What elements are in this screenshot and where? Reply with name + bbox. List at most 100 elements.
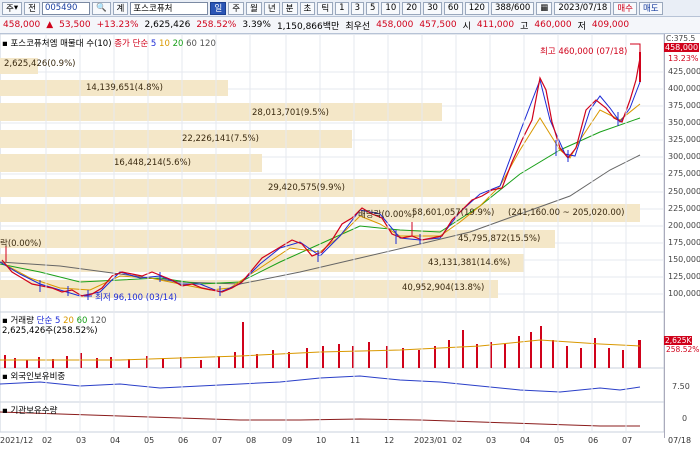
mode-button[interactable]: 계 — [112, 1, 129, 15]
period-week[interactable]: 주 — [228, 1, 245, 15]
best-ask: 458,000 — [376, 20, 414, 30]
stock-chart[interactable] — [0, 34, 700, 450]
legend-ma-10: 10 — [159, 39, 170, 49]
left-mark-label: 락(0.00%) — [0, 239, 42, 249]
legend-sub: 매물대 수(10) — [60, 39, 112, 49]
vp-label-6: 58,601,057(19.9%) — [412, 208, 495, 218]
period-minute[interactable]: 분 — [281, 1, 298, 15]
volume-panel-title: ▪ 거래량 단순 5 20 60 120 — [2, 314, 106, 326]
foreign-axis-tick: 7.50 — [672, 382, 690, 391]
x-tick-12: 2023/01 — [414, 436, 448, 445]
volume-value: 2,625,426주(258.52%) — [2, 326, 98, 336]
volume-ma-5: 5 — [54, 316, 61, 326]
axis-top-label: C:375.5 — [666, 34, 696, 43]
chart-legend: ▪ 포스코퓨처엠 매물대 수(10) 종가 단순 5 10 20 60 120 — [2, 37, 216, 49]
foreign-box-icon: ▪ — [2, 372, 8, 382]
vp-label-2: 28,013,701(9.5%) — [252, 108, 329, 118]
calendar-icon[interactable]: ▦ — [536, 1, 553, 15]
interval-3[interactable]: 3 — [350, 1, 364, 15]
x-tick-16: 05 — [554, 436, 565, 445]
x-tick-1: 02 — [42, 436, 53, 445]
prev-button[interactable]: 전 — [24, 1, 40, 15]
interval-30[interactable]: 30 — [423, 1, 442, 15]
vp-bar-7 — [0, 230, 555, 248]
vp-label-0: 2,625,426(0.9%) — [4, 59, 76, 69]
search-icon[interactable]: 🔍 — [91, 1, 111, 15]
x-tick-7: 08 — [246, 436, 257, 445]
high-price: 460,000 — [534, 20, 572, 30]
change-percent: +13.23% — [96, 20, 139, 30]
type-select[interactable]: 주 ▾ — [2, 1, 23, 15]
period-month[interactable]: 월 — [246, 1, 262, 15]
sell-button[interactable]: 매도 — [638, 1, 663, 15]
volume-ma-line — [0, 339, 641, 361]
low-price: 409,000 — [591, 20, 630, 30]
best-ask-label: 최우선 — [345, 21, 371, 32]
turnover-percent: 3.39% — [242, 20, 271, 30]
price-axis — [664, 34, 700, 438]
ma-120-line — [0, 154, 641, 285]
volume-bars — [4, 322, 641, 368]
vp-label-8: 43,131,381(14.6%) — [428, 258, 511, 268]
x-tick-0: 2021/12 — [0, 436, 34, 445]
interval-60[interactable]: 60 — [443, 1, 463, 15]
x-tick-15: 04 — [520, 436, 531, 445]
interval-1[interactable]: 1 — [335, 1, 349, 15]
open-label: 시 — [462, 21, 471, 32]
foreign-panel-title: ▪ 외국인보유비중 — [2, 370, 65, 382]
date-field[interactable]: 2023/07/18 — [554, 1, 612, 15]
vp-label-4: 16,448,214(5.6%) — [114, 158, 191, 168]
interval-10[interactable]: 10 — [381, 1, 401, 15]
vp-label-3: 22,226,141(7.5%) — [182, 134, 259, 144]
x-tick-10: 11 — [350, 436, 361, 445]
high-label: 최고 460,000 (07/18) — [540, 47, 628, 57]
high-arrow-icon — [630, 43, 641, 52]
axis-tick-10: 175,000 — [668, 238, 700, 247]
volume-title: 거래량 — [10, 316, 34, 326]
open-price: 411,000 — [476, 20, 515, 30]
x-tick-19: 07/18 — [668, 436, 692, 445]
period-day[interactable]: 일 — [210, 1, 227, 15]
buy-button[interactable]: 매수 — [613, 1, 637, 15]
vp-bar-0 — [0, 58, 38, 74]
x-tick-17: 06 — [588, 436, 599, 445]
inst-title: 기관보유수량 — [10, 406, 58, 416]
axis-tick-0: 425,000 — [668, 67, 700, 76]
axis-tick-7: 250,000 — [668, 187, 700, 196]
x-tick-2: 03 — [76, 436, 87, 445]
axis-tick-11: 150,000 — [668, 255, 700, 264]
dividend-label: 배당락(0.00%) — [358, 210, 416, 220]
interval-5[interactable]: 5 — [366, 1, 380, 15]
interval-120[interactable]: 120 — [464, 1, 489, 15]
count-field[interactable]: 388/600 — [490, 1, 535, 15]
legend-ma-label: 종가 단순 — [114, 39, 149, 49]
inst-box-icon: ▪ — [2, 406, 8, 416]
quote-bar: 458,000 ▲ 53,500 +13.23% 2,625,426 258.5… — [0, 17, 700, 34]
legend-ma-20: 20 — [172, 39, 184, 49]
volume-profile — [0, 58, 640, 298]
period-year[interactable]: 년 — [263, 1, 280, 15]
current-price: 458,000 — [3, 20, 41, 30]
period-second[interactable]: 초 — [299, 1, 316, 15]
foreign-ratio-line — [0, 375, 641, 393]
axis-tick-5: 300,000 — [668, 152, 700, 161]
period-tick[interactable]: 틱 — [317, 1, 334, 15]
interval-20[interactable]: 20 — [402, 1, 422, 15]
volume-value: 2,625,426 — [144, 20, 191, 30]
vp-bar-3 — [0, 130, 352, 148]
x-tick-5: 06 — [178, 436, 189, 445]
axis-tick-2: 375,000 — [668, 101, 700, 110]
volume-box-icon: ▪ — [2, 316, 8, 326]
inst-axis-tick: 0 — [682, 414, 688, 423]
x-tick-9: 10 — [316, 436, 327, 445]
legend-ma-60: 60 — [186, 39, 197, 49]
stock-code-input[interactable]: 005490 — [41, 1, 90, 15]
vp-label-1: 14,139,651(4.8%) — [86, 83, 163, 93]
axis-current-price: 458,000 — [664, 43, 700, 52]
axis-tick-6: 275,000 — [668, 169, 700, 178]
axis-tick-3: 350,000 — [668, 118, 700, 127]
vp-bar-5 — [0, 179, 470, 197]
x-tick-8: 09 — [282, 436, 293, 445]
legend-ma-120: 120 — [199, 39, 216, 49]
low-label: 최저 96,100 (03/14) — [95, 293, 177, 303]
